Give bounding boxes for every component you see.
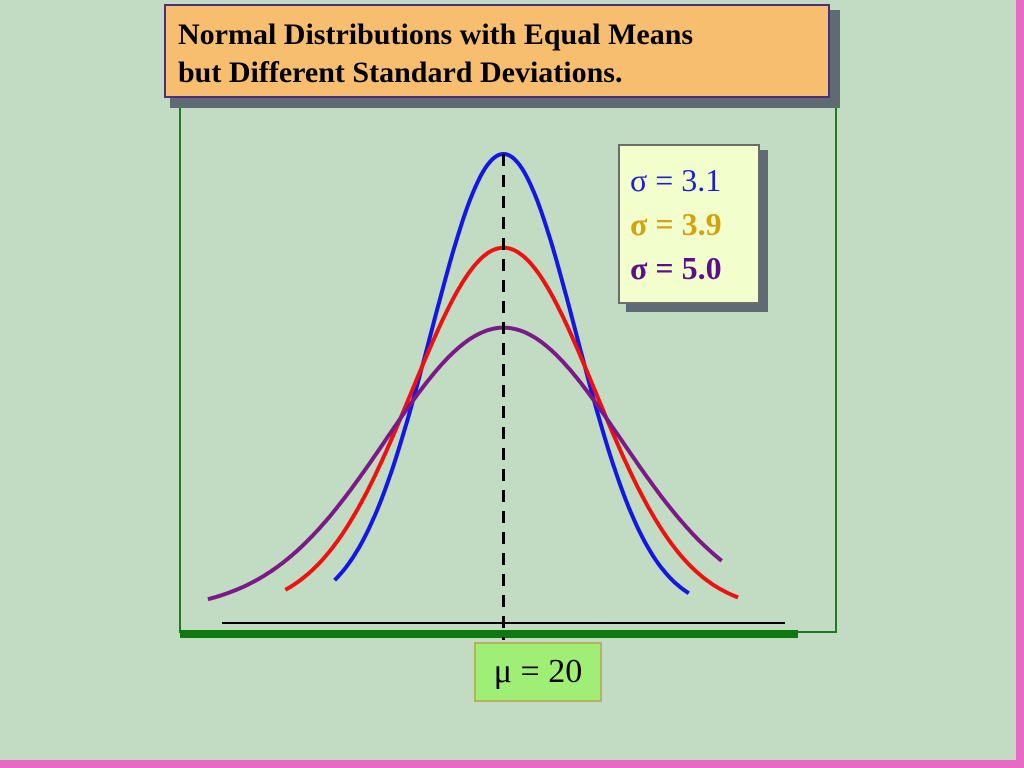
title-line-1: Normal Distributions with Equal Means xyxy=(178,18,694,51)
legend-item-sigma-3-9: σ = 3.9 xyxy=(630,206,722,242)
slide-border-right xyxy=(1016,0,1024,768)
legend-item-sigma-3-1: σ = 3.1 xyxy=(630,162,722,198)
title-line-2: but Different Standard Deviations. xyxy=(178,56,623,89)
slide-border-bottom xyxy=(0,760,1024,768)
mean-label: μ = 20 xyxy=(474,642,602,702)
chart-title: Normal Distributions with Equal Means bu… xyxy=(164,4,830,98)
curve-sigma-3-9 xyxy=(284,245,739,600)
plot-base-bar xyxy=(180,630,798,638)
curve-sigma-3-1 xyxy=(333,152,690,595)
legend: σ = 3.1 σ = 3.9 σ = 5.0 xyxy=(618,144,760,304)
curve-sigma-5 xyxy=(207,325,723,602)
curves-group xyxy=(207,152,739,602)
legend-item-sigma-5-0: σ = 5.0 xyxy=(630,250,722,286)
